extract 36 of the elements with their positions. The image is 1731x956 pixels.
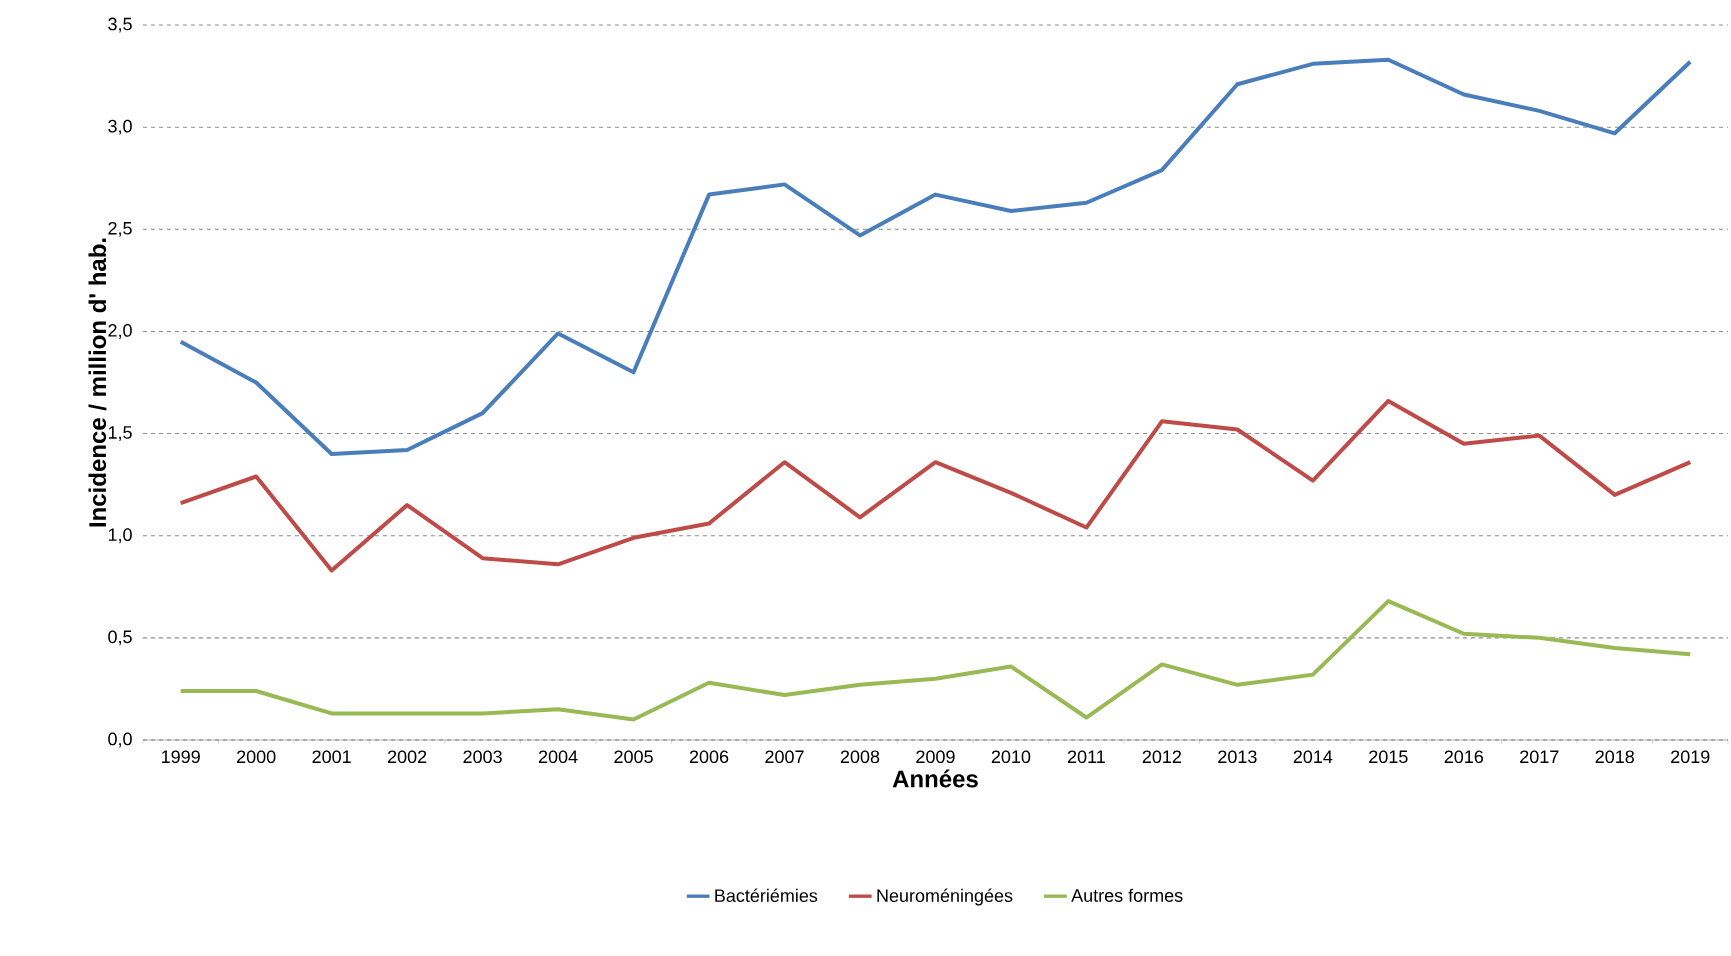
x-tick-label: 2018 (1595, 750, 1634, 764)
x-tick-label: 2014 (1293, 750, 1333, 764)
x-tick-label: 2001 (312, 750, 351, 764)
x-tick-label: 2006 (689, 750, 729, 764)
x-tick-label: 2013 (1218, 750, 1257, 764)
y-axis-title: Incidence / million d' hab. (88, 238, 107, 527)
x-tick-label: 2017 (1520, 750, 1559, 764)
x-tick-label: 2005 (614, 750, 653, 764)
x-tick-label: 2010 (991, 750, 1031, 764)
x-tick-label: 2000 (237, 750, 276, 764)
legend-label: Autres formes (1071, 888, 1183, 902)
x-tick-label: 2007 (765, 750, 804, 764)
x-tick-label: 2003 (463, 750, 502, 764)
y-tick-label: 2,0 (108, 324, 132, 339)
x-tick-label: 2012 (1142, 750, 1182, 764)
y-tick-label: 0,5 (108, 630, 132, 646)
y-tick-label: 2,5 (108, 221, 132, 237)
x-tick-label: 2009 (916, 750, 955, 764)
y-tick-label: 1,0 (108, 528, 132, 544)
legend-label: Neuroméningées (877, 888, 1013, 906)
x-tick-label: 2004 (538, 750, 578, 764)
x-axis-title: Années (892, 769, 978, 788)
x-tick-label: 2002 (388, 750, 427, 764)
y-tick-label: 3,5 (108, 17, 132, 33)
x-tick-label: 2016 (1444, 750, 1484, 764)
x-tick-label: 2008 (840, 750, 880, 764)
y-tick-label: 1,5 (108, 426, 132, 441)
line-series (178, 398, 1693, 573)
y-tick-label: 0,0 (108, 732, 132, 748)
x-tick-label: 2019 (1671, 750, 1710, 764)
legend-label: Bactériémies (715, 888, 818, 902)
x-tick-label: 2015 (1369, 750, 1408, 764)
y-tick-label: 3,0 (108, 119, 132, 135)
x-tick-label: 1999 (162, 750, 200, 764)
line-series (178, 57, 1693, 457)
x-tick-label: 2011 (1067, 750, 1105, 764)
